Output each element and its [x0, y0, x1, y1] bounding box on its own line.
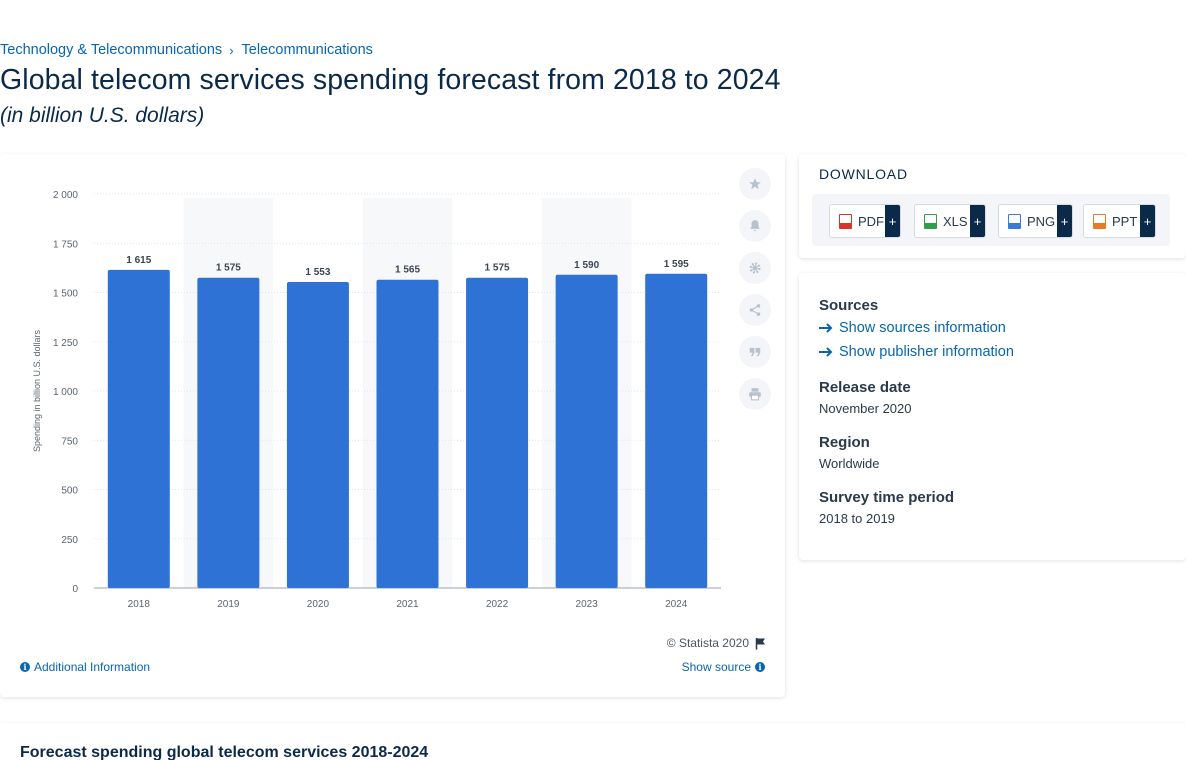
breadcrumb-link-telecommunications[interactable]: Telecommunications — [241, 42, 373, 58]
y-tick-label: 500 — [61, 486, 78, 497]
y-tick-label: 750 — [61, 436, 78, 447]
ppt-file-icon — [1093, 213, 1106, 229]
star-icon — [749, 178, 761, 190]
download-ppt-label: PPT — [1112, 213, 1138, 229]
chart-card: 0 250 500 750 1 000 1 250 1 500 1 750 2 000 1 615… — [0, 154, 785, 697]
chart-copyright: © Statista 2020 — [667, 636, 767, 650]
y-tick-label: 2 000 — [53, 190, 78, 201]
data-label: 1 595 — [664, 259, 689, 270]
survey-period-heading: Survey time period — [819, 489, 955, 506]
x-tick-label: 2022 — [486, 599, 509, 610]
bar — [376, 279, 439, 588]
page-subtitle: (in billion U.S. dollars) — [0, 104, 205, 127]
quote-icon — [749, 347, 761, 357]
x-tick-label: 2024 — [665, 599, 688, 610]
xls-file-icon — [924, 213, 937, 229]
png-file-icon — [1008, 213, 1021, 229]
print-button[interactable] — [739, 378, 771, 410]
additional-info-label: Additional Information — [34, 660, 151, 674]
data-label: 1 553 — [305, 267, 330, 278]
download-png-label: PNG — [1027, 213, 1056, 229]
sources-heading: Sources — [819, 297, 879, 314]
survey-period-value: 2018 to 2019 — [819, 511, 895, 526]
y-tick-label: 1 250 — [53, 338, 78, 349]
x-tick-label: 2019 — [217, 599, 240, 610]
bar — [466, 277, 529, 588]
bar — [645, 273, 708, 588]
y-tick-label: 1 000 — [53, 387, 78, 398]
data-label: 1 590 — [574, 260, 599, 271]
chart-toolbar — [739, 168, 771, 420]
additional-info-link[interactable]: i Additional Information — [20, 660, 150, 674]
share-icon — [749, 304, 761, 316]
download-pdf-button[interactable]: PDF + — [829, 204, 901, 238]
bar — [286, 282, 349, 588]
y-axis-title: Spending in billion U.S. dollars — [32, 329, 42, 452]
pdf-file-icon — [839, 213, 852, 229]
show-publisher-link[interactable]: Show publisher information — [819, 344, 1014, 360]
download-png-button[interactable]: PNG + — [998, 204, 1073, 238]
gear-icon — [749, 262, 761, 274]
bar-chart: 0 250 500 750 1 000 1 250 1 500 1 750 2 000 1 615… — [32, 190, 721, 610]
region-value: Worldwide — [819, 456, 880, 471]
arrow-right-icon — [819, 323, 833, 333]
show-publisher-label: Show publisher information — [839, 344, 1014, 360]
data-label: 1 575 — [485, 263, 510, 274]
arrow-right-icon — [819, 347, 833, 357]
y-tick-label: 1 750 — [53, 239, 78, 250]
plus-icon: + — [970, 205, 985, 237]
plus-icon: + — [885, 205, 900, 237]
copyright-text: © Statista 2020 — [666, 636, 749, 650]
download-xls-label: XLS — [943, 213, 968, 229]
download-pdf-label: PDF — [858, 213, 884, 229]
download-ppt-button[interactable]: PPT + — [1083, 204, 1156, 238]
description-card: Forecast spending global telecom service… — [0, 723, 1186, 760]
y-tick-label: 1 500 — [53, 289, 78, 300]
data-label: 1 565 — [395, 265, 420, 276]
x-tick-label: 2023 — [576, 599, 599, 610]
show-source-link[interactable]: Show source i — [682, 660, 765, 674]
print-icon — [749, 388, 761, 401]
show-source-label: Show source — [681, 660, 751, 674]
release-date-heading: Release date — [819, 379, 911, 396]
description-title: Forecast spending global telecom service… — [20, 744, 429, 760]
page-title: Global telecom services spending forecas… — [0, 64, 781, 96]
flag-icon[interactable] — [755, 637, 767, 650]
release-date-value: November 2020 — [819, 401, 912, 416]
x-tick-label: 2020 — [307, 599, 330, 610]
statistic-details-card: Sources Show sources information Show pu… — [799, 273, 1186, 560]
x-tick-label: 2021 — [396, 599, 419, 610]
bar — [555, 274, 618, 588]
region-heading: Region — [819, 434, 870, 451]
data-label: 1 615 — [126, 255, 151, 266]
show-sources-label: Show sources information — [839, 320, 1006, 336]
x-tick-label: 2018 — [128, 599, 151, 610]
bell-icon — [750, 220, 760, 232]
y-tick-label: 250 — [61, 535, 78, 546]
download-xls-button[interactable]: XLS + — [914, 204, 986, 238]
info-icon: i — [20, 662, 30, 672]
breadcrumb-separator: › — [229, 42, 234, 58]
settings-button[interactable] — [739, 252, 771, 284]
y-tick-label: 0 — [72, 584, 78, 595]
download-card: DOWNLOAD PDF + XLS + PNG + PPT + — [799, 154, 1186, 258]
breadcrumb: Technology & Telecommunications › Teleco… — [0, 42, 373, 58]
plus-icon: + — [1057, 205, 1072, 237]
breadcrumb-link-technology[interactable]: Technology & Telecommunications — [0, 42, 223, 58]
notification-button[interactable] — [739, 210, 771, 242]
cite-button[interactable] — [739, 336, 771, 368]
bar — [107, 269, 170, 588]
share-button[interactable] — [739, 294, 771, 326]
download-title: DOWNLOAD — [819, 166, 908, 182]
bar — [197, 277, 260, 588]
favorite-button[interactable] — [739, 168, 771, 200]
plus-icon: + — [1140, 205, 1155, 237]
show-sources-link[interactable]: Show sources information — [819, 320, 1006, 336]
download-strip: PDF + XLS + PNG + PPT + — [812, 194, 1170, 246]
info-icon: i — [755, 662, 765, 672]
data-label: 1 575 — [216, 263, 241, 274]
